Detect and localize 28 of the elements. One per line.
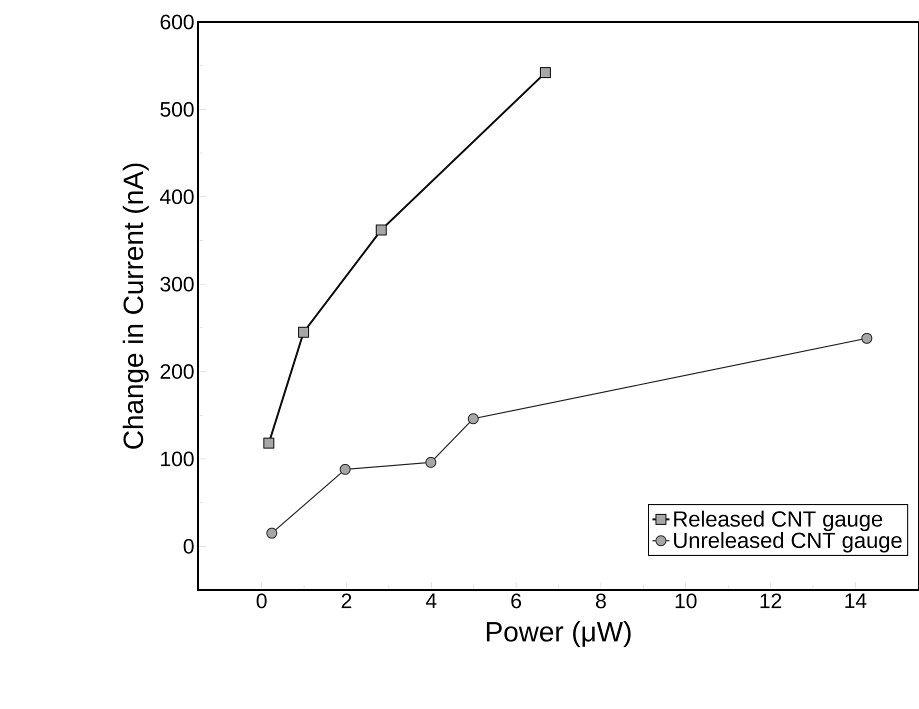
x-tick-label: 12	[760, 594, 782, 608]
x-tick-label: 4	[426, 594, 436, 608]
x-tick-label: 6	[511, 594, 521, 608]
y-tick-label: 500	[160, 102, 194, 117]
point	[263, 438, 274, 449]
point	[266, 528, 278, 539]
point	[298, 326, 310, 338]
y-tick-label: 600	[160, 14, 194, 30]
legend-label: Released CNT gauge	[674, 510, 882, 532]
x-axis-title: Power (μW)	[486, 621, 631, 648]
point	[376, 224, 387, 236]
y-tick-label: 100	[161, 452, 194, 466]
point	[340, 464, 351, 475]
y-tick-label: 300	[160, 276, 194, 292]
point	[861, 332, 872, 344]
x-tick-label: 0	[256, 594, 267, 608]
x-tick-label: 2	[342, 594, 352, 608]
point	[540, 67, 551, 78]
point	[425, 456, 436, 468]
legend-label: Unreleased CNT gauge	[674, 532, 902, 552]
y-axis-title: Change in Current (nA)	[122, 164, 149, 449]
x-tick-label: 8	[596, 594, 606, 608]
x-tick-label: 10	[676, 594, 697, 608]
y-tick-label: 200	[160, 364, 194, 379]
x-tick-label: 14	[845, 594, 866, 608]
y-tick-label: 400	[160, 189, 194, 204]
point	[468, 413, 479, 424]
y-tick-label: 0	[184, 538, 194, 554]
